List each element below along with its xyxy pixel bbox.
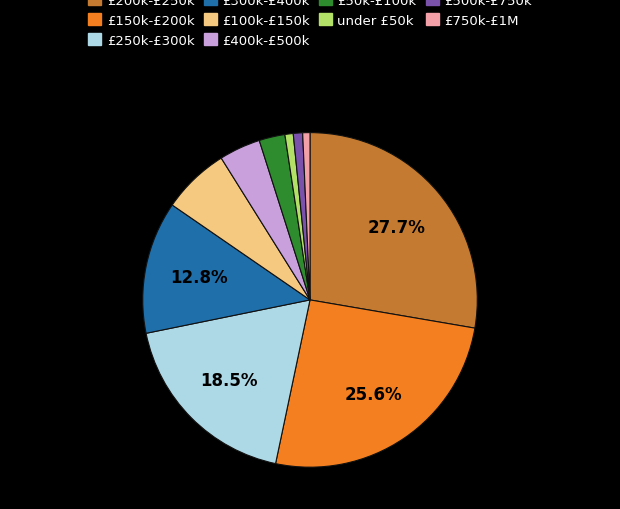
Wedge shape: [275, 300, 475, 467]
Legend: £200k-£250k, £150k-£200k, £250k-£300k, £300k-£400k, £100k-£150k, £400k-£500k, £5: £200k-£250k, £150k-£200k, £250k-£300k, £…: [84, 0, 536, 51]
Wedge shape: [146, 300, 310, 464]
Text: 27.7%: 27.7%: [368, 218, 426, 236]
Wedge shape: [221, 141, 310, 300]
Wedge shape: [303, 133, 310, 300]
Text: 12.8%: 12.8%: [170, 269, 228, 287]
Wedge shape: [143, 206, 310, 334]
Text: 25.6%: 25.6%: [345, 385, 403, 403]
Wedge shape: [285, 134, 310, 300]
Wedge shape: [259, 135, 310, 300]
Wedge shape: [293, 133, 310, 300]
Text: 18.5%: 18.5%: [200, 372, 258, 389]
Wedge shape: [310, 133, 477, 328]
Wedge shape: [172, 159, 310, 300]
